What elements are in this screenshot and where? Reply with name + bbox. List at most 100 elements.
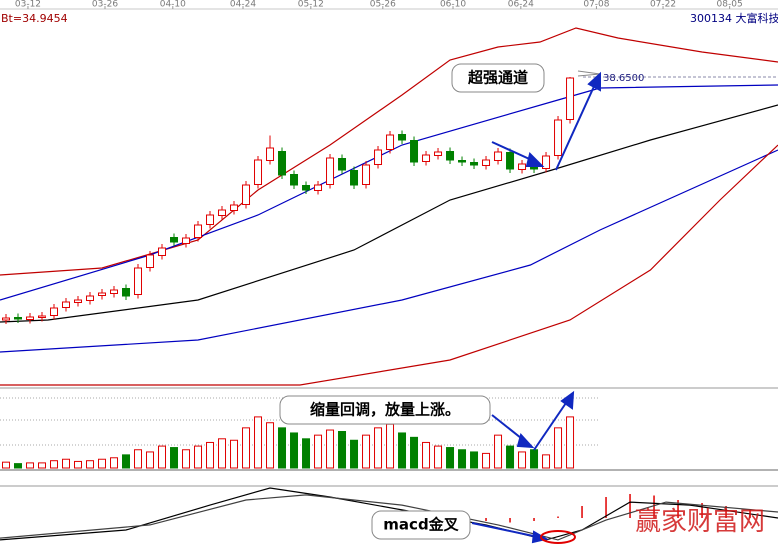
volume-bar	[530, 449, 539, 469]
candle-body	[230, 204, 239, 211]
volume-bar	[254, 416, 263, 469]
x-tick-label: 07-08	[583, 0, 609, 10]
band-line	[0, 149, 778, 353]
volume-bar	[542, 454, 551, 469]
volume-bar	[338, 431, 347, 469]
candle-body	[302, 185, 311, 191]
candle-body	[194, 224, 203, 238]
arrow	[555, 81, 597, 171]
candle-body	[566, 77, 575, 120]
volume-bar	[422, 441, 431, 469]
candle-body	[134, 267, 143, 295]
volume-bar	[446, 447, 455, 469]
volume-bar	[86, 460, 95, 469]
x-tick-label: 05-26	[370, 0, 396, 10]
arrow	[471, 522, 539, 538]
candle-body	[422, 154, 431, 162]
volume-bar	[194, 445, 203, 469]
volume-bar	[218, 438, 227, 469]
arrow-head	[525, 152, 545, 167]
volume-bar	[74, 460, 83, 469]
volume-bar	[410, 436, 419, 469]
volume-bar	[146, 451, 155, 469]
annotation: 超强通道	[467, 69, 528, 87]
x-tick-label: 07-22	[650, 0, 676, 10]
candle-body	[494, 151, 503, 161]
candle-body	[446, 151, 455, 161]
arrow	[533, 399, 569, 451]
volume-bar	[38, 462, 47, 469]
candle-body	[86, 295, 95, 301]
volume-bar	[182, 449, 191, 469]
watermark: 赢家财富网	[635, 507, 765, 537]
volume-bar	[350, 439, 359, 469]
volume-bar	[2, 461, 11, 469]
candle-body	[146, 254, 155, 268]
indicator-text: Bt=34.9454	[1, 12, 68, 25]
volume-bar	[458, 449, 467, 469]
x-tick-label: 04-24	[230, 0, 256, 10]
volume-bar	[566, 416, 575, 469]
volume-bar	[62, 458, 71, 469]
arrow-head	[560, 390, 575, 410]
cross-highlight	[540, 530, 576, 544]
volume-bar	[386, 423, 395, 469]
candle-body	[458, 160, 467, 163]
candle-body	[350, 170, 359, 186]
volume-bar	[554, 427, 563, 469]
candle-body	[98, 292, 107, 296]
candle-body	[14, 317, 23, 320]
candle-body	[338, 158, 347, 171]
candle-body	[2, 317, 11, 321]
band-line	[0, 144, 778, 386]
volume-bar	[98, 458, 107, 469]
candle-body	[362, 164, 371, 185]
candle-body	[74, 299, 83, 303]
volume-bar	[170, 447, 179, 469]
annotation-box	[451, 63, 545, 93]
volume-bar	[242, 427, 251, 469]
x-tick-label: 06-24	[508, 0, 534, 10]
x-tick-label: 06-10	[440, 0, 466, 10]
candle-body	[518, 163, 527, 170]
volume-bar	[158, 445, 167, 469]
annotation: macd金叉	[383, 516, 459, 534]
candle-body	[122, 288, 131, 297]
volume-bar	[482, 452, 491, 469]
stock-title: 300134 大富科技	[690, 11, 778, 25]
volume-bar	[434, 445, 443, 469]
candle-body	[278, 151, 287, 176]
x-tick-label: 05-12	[298, 0, 324, 10]
volume-bar	[134, 449, 143, 469]
candle-body	[290, 174, 299, 186]
volume-bar	[506, 445, 515, 469]
x-tick-label: 03-12	[15, 0, 41, 10]
candle-body	[542, 155, 551, 169]
volume-bar	[266, 422, 275, 469]
candle-body	[26, 316, 35, 320]
candle-body	[206, 214, 215, 225]
candle-body	[170, 237, 179, 243]
volume-bar	[494, 434, 503, 469]
candle-body	[386, 134, 395, 150]
candle-body	[506, 152, 515, 170]
annotation-box	[279, 395, 491, 425]
volume-bar	[206, 441, 215, 469]
price-level-label: 38.6500	[603, 73, 644, 84]
arrows	[471, 71, 601, 544]
annotation: 缩量回调，放量上涨。	[310, 401, 460, 419]
volume-bar	[26, 462, 35, 469]
candle-body	[254, 159, 263, 185]
candle-body	[398, 134, 407, 141]
volume-bar	[50, 460, 59, 469]
candle-body	[38, 315, 47, 318]
volume-bar	[398, 432, 407, 469]
x-tick-label: 03-26	[92, 0, 118, 10]
band-line	[0, 104, 778, 323]
volume-bar	[278, 427, 287, 469]
x-tick-label: 08-05	[717, 0, 743, 10]
candle-body	[374, 149, 383, 165]
volume-bar	[374, 427, 383, 469]
